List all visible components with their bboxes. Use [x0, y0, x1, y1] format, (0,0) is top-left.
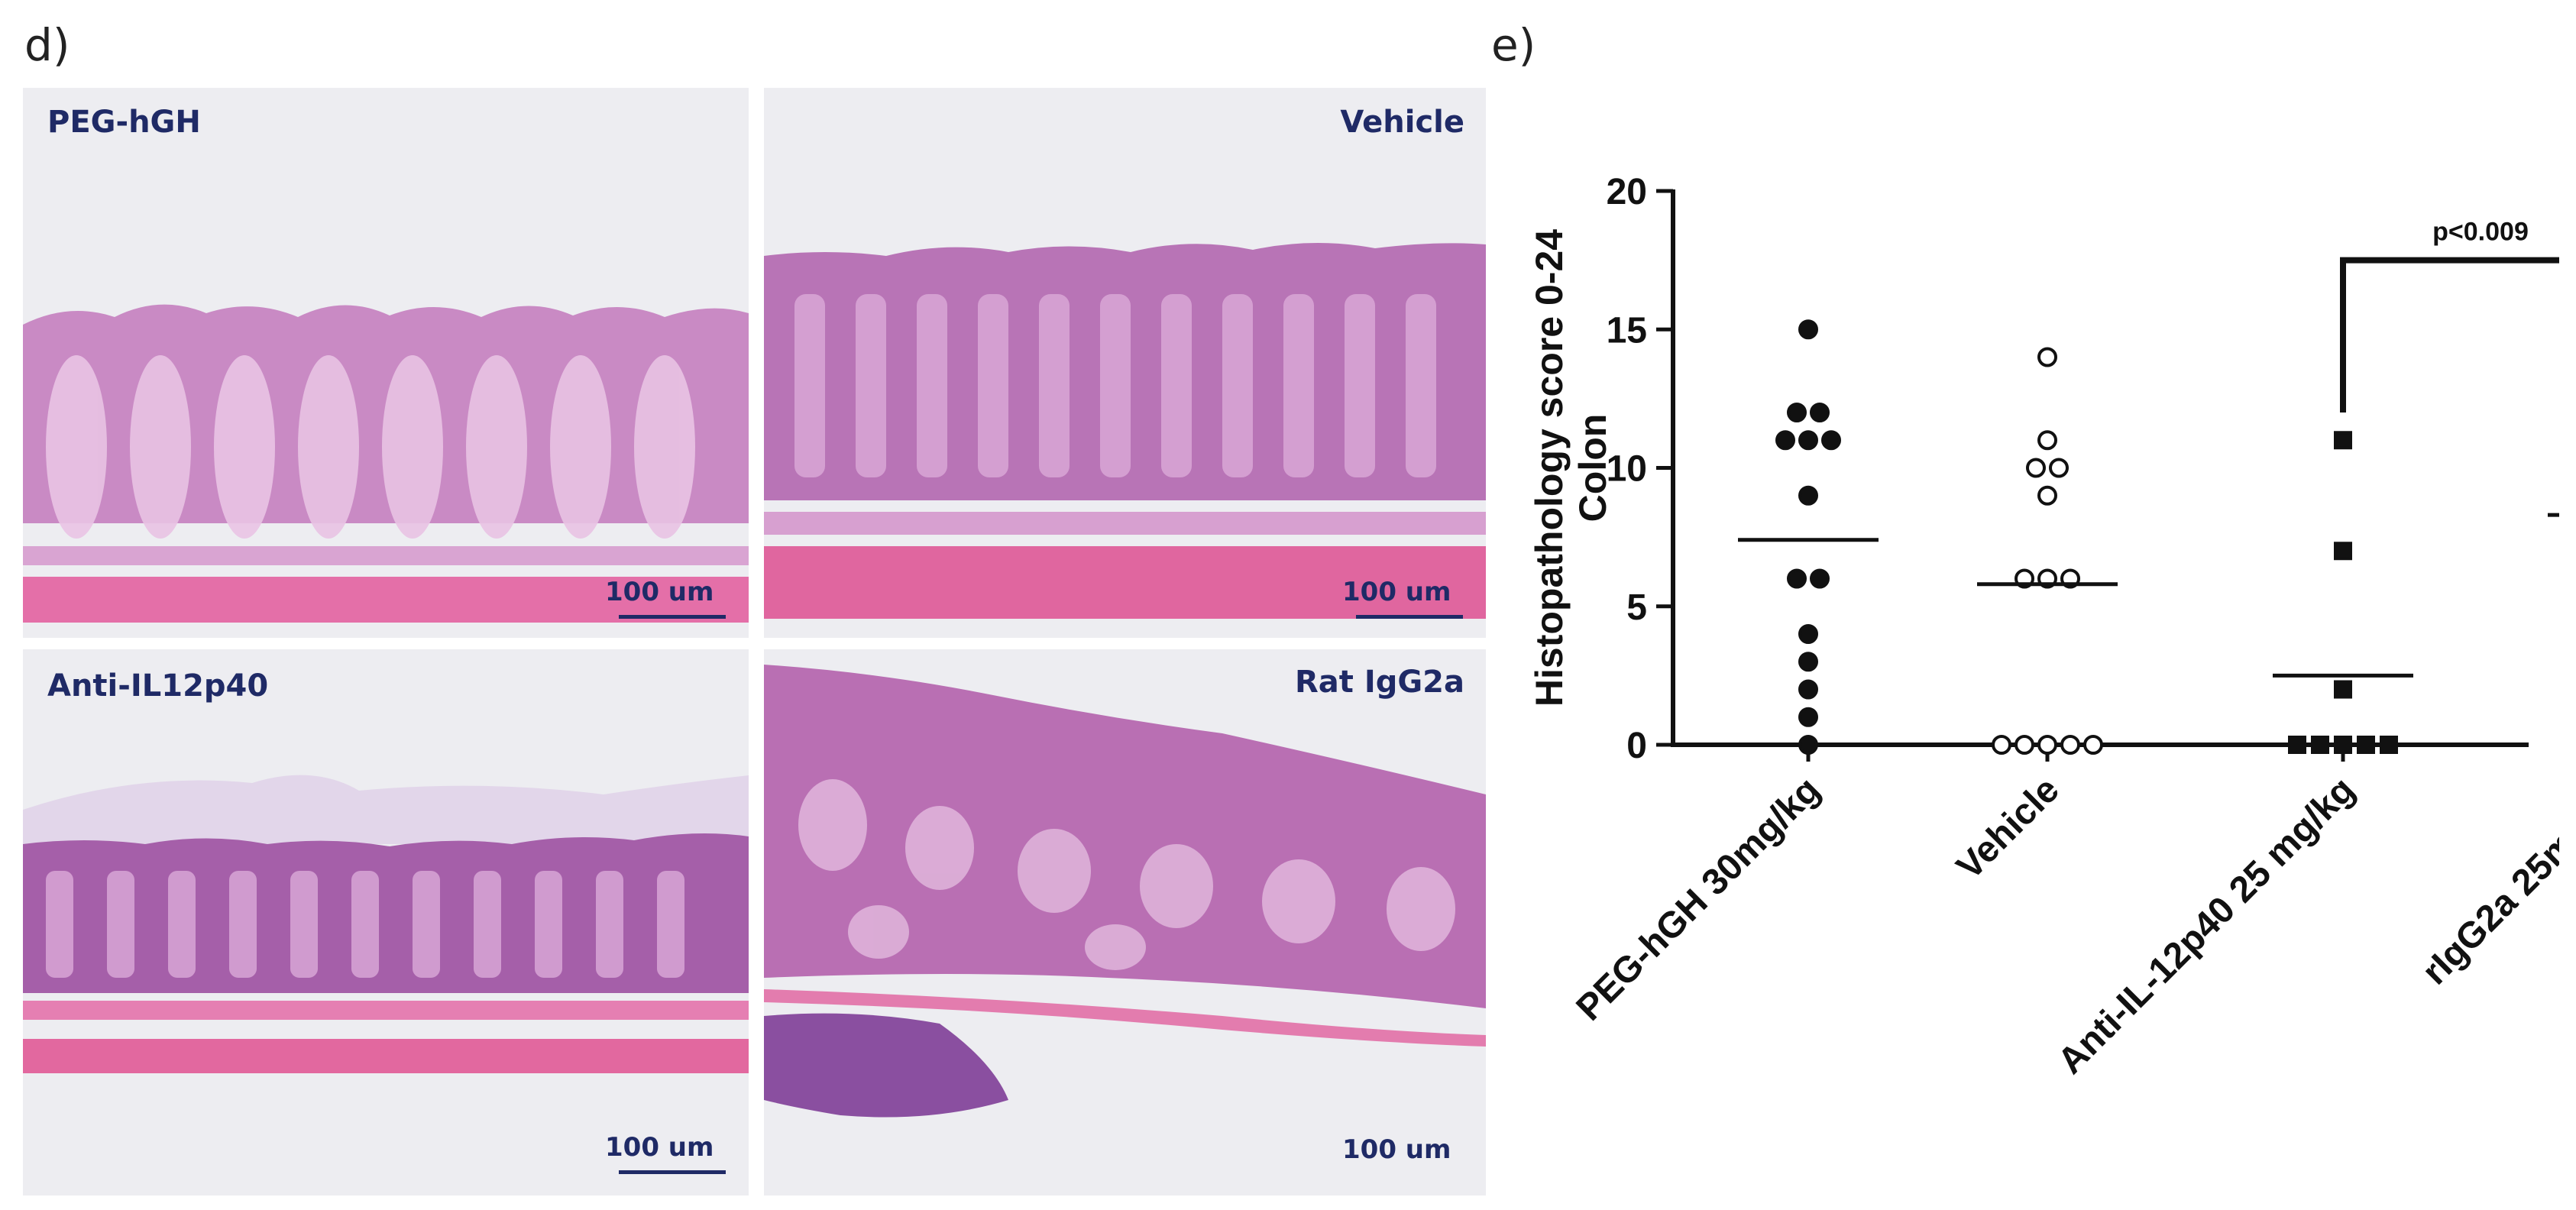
histopathology-scatter-chart: 0 5 10 15 20 Histopathology score 0-24 Colon PE…: [1528, 172, 2559, 1082]
micrograph-anti-il12p40: Anti-IL12p40 100 um: [23, 649, 749, 1195]
data-point: [2060, 735, 2080, 755]
data-point: [2026, 458, 2046, 478]
micrograph-peg-hgh: PEG-hGH 100 um: [23, 88, 749, 638]
data-point: [1787, 403, 1807, 422]
data-point: [2083, 735, 2103, 755]
y-axis-title: Histopathology score 0-24: [1528, 229, 1571, 707]
x-category-label: Vehicle: [1949, 769, 2066, 887]
scale-bar-label: 100 um: [1342, 577, 1451, 607]
tissue-image: [764, 88, 1486, 638]
data-point: [1798, 485, 1818, 506]
data-point: [1798, 430, 1818, 451]
scale-bar-label: 100 um: [605, 577, 714, 607]
data-point: [2037, 430, 2057, 451]
micrograph-label: PEG-hGH: [47, 105, 201, 140]
data-point: [2049, 458, 2069, 478]
data-point: [2037, 735, 2057, 755]
data-point: [2357, 736, 2375, 754]
y-tick-label: 10: [1607, 449, 1647, 490]
y-axis-title-line2: Colon: [1571, 414, 1614, 522]
scale-bar-label: 100 um: [1342, 1134, 1451, 1165]
data-point: [1798, 319, 1818, 340]
significance-label: p<0.009: [2432, 218, 2529, 247]
micrograph-label: Rat IgG2a: [1294, 665, 1464, 700]
x-category-label: Anti-IL-12p40 25 mg/kg: [2050, 769, 2363, 1082]
y-tick-label: 5: [1626, 587, 1647, 628]
x-category-label: PEG-hGH 30mg/kg: [1569, 769, 1828, 1028]
tissue-image: [23, 88, 749, 638]
micrograph-label: Anti-IL12p40: [47, 668, 269, 704]
micrograph-label: Vehicle: [1340, 105, 1464, 140]
data-point: [1992, 735, 2011, 755]
panel-d-letter: d): [24, 19, 70, 71]
x-category-label: rIgG2a 25mg/kg: [2415, 769, 2559, 992]
data-point: [1798, 624, 1818, 644]
tissue-image: [23, 649, 749, 1195]
data-point: [2334, 542, 2352, 561]
data-point: [1810, 568, 1830, 589]
data-point: [1798, 679, 1818, 700]
data-point: [1810, 403, 1830, 422]
data-point: [1798, 652, 1818, 672]
micrograph-vehicle: Vehicle 100 um: [764, 88, 1486, 638]
scale-bar-label: 100 um: [605, 1132, 714, 1163]
scale-bar: [619, 615, 726, 619]
scale-bar: [619, 1170, 726, 1174]
data-point: [1798, 707, 1818, 727]
data-point: [2037, 485, 2057, 506]
micrograph-rat-igg2a: Rat IgG2a 100 um: [764, 649, 1486, 1195]
data-point: [2334, 736, 2352, 754]
y-tick-label: 0: [1626, 726, 1647, 766]
data-point: [1775, 430, 1795, 451]
data-point: [1821, 430, 1841, 451]
y-tick-label: 15: [1607, 310, 1647, 351]
data-point: [2288, 736, 2306, 754]
scale-bar: [1356, 615, 1463, 619]
data-point: [2311, 736, 2329, 754]
significance-bracket: [2340, 257, 2559, 412]
y-tick-label: 20: [1607, 172, 1647, 212]
panel-e-letter: e): [1491, 19, 1536, 71]
data-point: [2015, 735, 2034, 755]
data-point: [2380, 736, 2398, 754]
data-point: [2334, 431, 2352, 450]
data-point: [2334, 680, 2352, 699]
data-point: [2037, 347, 2057, 367]
data-point: [1787, 568, 1807, 589]
data-point: [1798, 735, 1818, 755]
tissue-image: [764, 649, 1486, 1195]
